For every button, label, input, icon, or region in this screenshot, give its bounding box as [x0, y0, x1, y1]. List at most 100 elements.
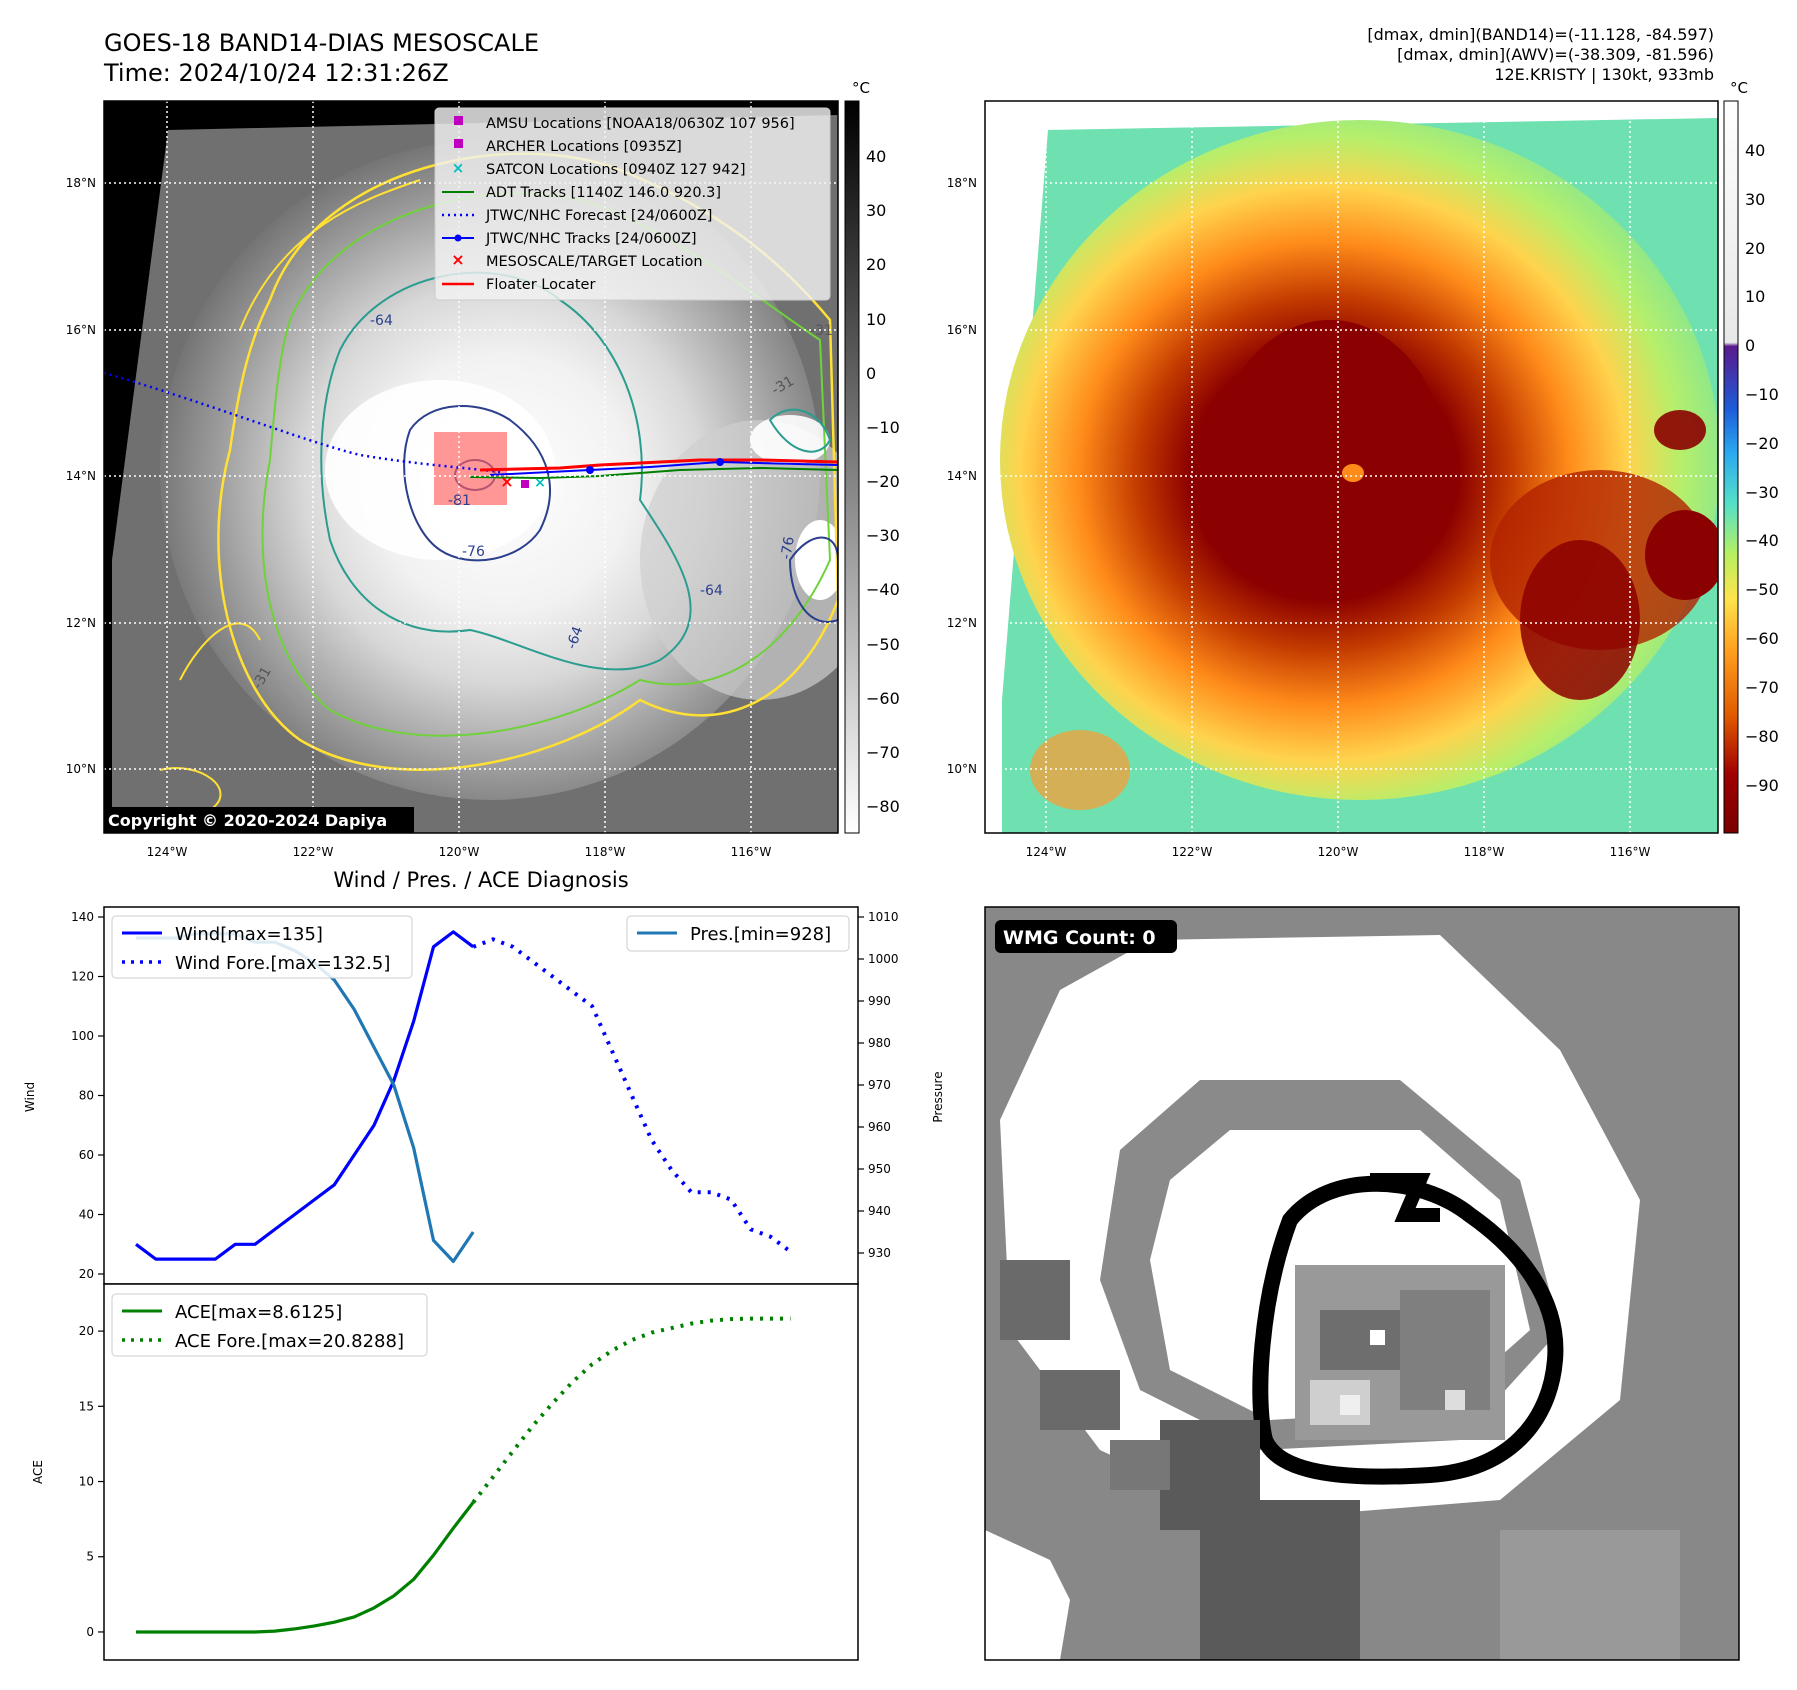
wind-tick-label: 140: [71, 910, 94, 924]
lat-label: 16°N: [947, 323, 977, 337]
wind-tick-label: 40: [79, 1208, 94, 1222]
pressure-legend: Pres.[min=928]: [626, 915, 850, 952]
svg-text:×: ×: [451, 250, 464, 269]
colorbar-tick: −30: [866, 526, 900, 545]
legend-label-pressure: Pres.[min=928]: [690, 924, 831, 945]
pressure-axis-label: Pressure: [931, 1071, 945, 1122]
pressure-tick-label: 960: [868, 1120, 891, 1134]
lat-label: 12°N: [947, 616, 977, 630]
contour-label: -76: [462, 544, 485, 560]
colorbar-tick: 30: [1745, 190, 1765, 209]
figure-title: GOES-18 BAND14-DIAS MESOSCALE: [104, 29, 539, 57]
stats-awv: [dmax, dmin](AWV)=(-38.309, -81.596): [1397, 45, 1714, 64]
colorbar-tick: −70: [866, 743, 900, 762]
colorbar-tick: −90: [1745, 776, 1779, 795]
lat-label: 16°N: [66, 323, 96, 337]
lon-label: 116°W: [1610, 845, 1651, 859]
ace-line: [136, 1501, 475, 1634]
lon-label: 124°W: [147, 845, 188, 859]
archer-marker: [521, 480, 529, 488]
legend-label-forecast: JTWC/NHC Forecast [24/0600Z]: [485, 208, 712, 224]
legend-label-target: MESOSCALE/TARGET Location: [486, 254, 703, 270]
wind-axis-label: Wind: [23, 1082, 37, 1112]
pressure-tick-label: 970: [868, 1078, 891, 1092]
pressure-tick-label: 980: [868, 1036, 891, 1050]
colorbar-tick: −80: [866, 797, 900, 816]
colorbar-tick: −10: [866, 418, 900, 437]
wmg-eyewall: [1252, 1175, 1564, 1485]
copyright-text: Copyright © 2020-2024 Dapiya: [108, 811, 387, 830]
awv-panel: [984, 100, 1719, 834]
wmg-badge: [995, 920, 1177, 953]
pressure-tick-label: 1010: [868, 910, 899, 924]
awv-gridlines: [985, 101, 1718, 833]
wind-tick-label: 80: [79, 1089, 94, 1103]
awv-lon-labels: 124°W 122°W 120°W 118°W 116°W: [1026, 845, 1651, 859]
legend-label-wind-forecast: Wind Fore.[max=132.5]: [175, 953, 390, 974]
legend-label-tracks: JTWC/NHC Tracks [24/0600Z]: [485, 231, 697, 247]
colorbar-unit: °C: [852, 79, 870, 97]
colorbar-tick: 10: [1745, 287, 1765, 306]
lon-label: 122°W: [293, 845, 334, 859]
ace-axis-label: ACE: [31, 1460, 45, 1484]
ace-tick-label: 15: [79, 1399, 94, 1413]
lat-label: 12°N: [66, 616, 96, 630]
lat-label: 18°N: [947, 176, 977, 190]
ace-tick-label: 20: [79, 1324, 94, 1338]
ir-lon-labels: 124°W 122°W 120°W 118°W 116°W: [147, 845, 772, 859]
ir-colorbar: °C 40 30 20 10 0 −10 −20 −30 −40 −50 −60…: [844, 79, 900, 834]
legend-label-ace-forecast: ACE Fore.[max=20.8288]: [175, 1331, 404, 1352]
ace-legend: ACE[max=8.6125] ACE Fore.[max=20.8288]: [111, 1293, 428, 1357]
lon-label: 120°W: [439, 845, 480, 859]
ace-series: [136, 1316, 791, 1634]
pressure-tick-label: 950: [868, 1162, 891, 1176]
colorbar-tick: 0: [1745, 336, 1755, 355]
ir-frame: [103, 100, 839, 834]
legend-box: [626, 915, 850, 952]
target-marker: ×: [500, 472, 513, 491]
figure-time: Time: 2024/10/24 12:31:26Z: [103, 59, 449, 87]
ir-legend: AMSU Locations [NOAA18/0630Z 107 956] AR…: [434, 107, 831, 301]
lon-label: 118°W: [585, 845, 626, 859]
copyright-badge: [104, 807, 414, 833]
awv-eye: [1342, 464, 1364, 482]
wind-tick-label: 120: [71, 970, 94, 984]
wind-left-ticks: 20 40 60 80 100 120 140: [71, 910, 104, 1281]
pressure-tick-label: 930: [868, 1246, 891, 1260]
diagnosis-title: Wind / Pres. / ACE Diagnosis: [333, 868, 628, 892]
legend-label-wind: Wind[max=135]: [175, 924, 323, 945]
colorbar-gradient: [1723, 100, 1739, 834]
legend-label-floater: Floater Locater: [486, 277, 595, 293]
colorbar-tick: 40: [866, 147, 886, 166]
contour-label: -64: [370, 313, 393, 329]
colorbar-tick: −40: [866, 580, 900, 599]
contour-navy: [403, 405, 551, 562]
awv-frame: [984, 100, 1719, 834]
colorbar-tick: 40: [1745, 141, 1765, 160]
legend-label-satcon: SATCON Locations [0940Z 127 942]: [486, 162, 745, 178]
legend-label-ace: ACE[max=8.6125]: [175, 1302, 342, 1323]
legend-label-archer: ARCHER Locations [0935Z]: [486, 139, 682, 155]
legend-label-adt: ADT Tracks [1140Z 146.0 920.3]: [486, 185, 721, 201]
lat-label: 10°N: [947, 762, 977, 776]
lat-label: 14°N: [66, 469, 96, 483]
contour-label: -31: [810, 323, 833, 339]
colorbar-tick: 30: [866, 201, 886, 220]
colorbar-tick: −80: [1745, 727, 1779, 746]
wmg-white-corner: [985, 1530, 1070, 1660]
wind-legend: Wind[max=135] Wind Fore.[max=132.5]: [111, 915, 413, 979]
colorbar-tick: −50: [866, 635, 900, 654]
colorbar-tick: −60: [866, 689, 900, 708]
lon-label: 120°W: [1318, 845, 1359, 859]
wmg-frame: [984, 906, 1740, 1661]
colorbar-tick: −70: [1745, 678, 1779, 697]
storm-info: 12E.KRISTY | 130kt, 933mb: [1494, 65, 1714, 84]
lon-label: 116°W: [731, 845, 772, 859]
wmg-count-text: WMG Count: 0: [1003, 927, 1156, 949]
ace-tick-label: 10: [79, 1475, 94, 1489]
colorbar-tick: −50: [1745, 580, 1779, 599]
lon-label: 118°W: [1464, 845, 1505, 859]
colorbar-tick: 10: [866, 310, 886, 329]
floater-locater-track: [479, 458, 839, 472]
